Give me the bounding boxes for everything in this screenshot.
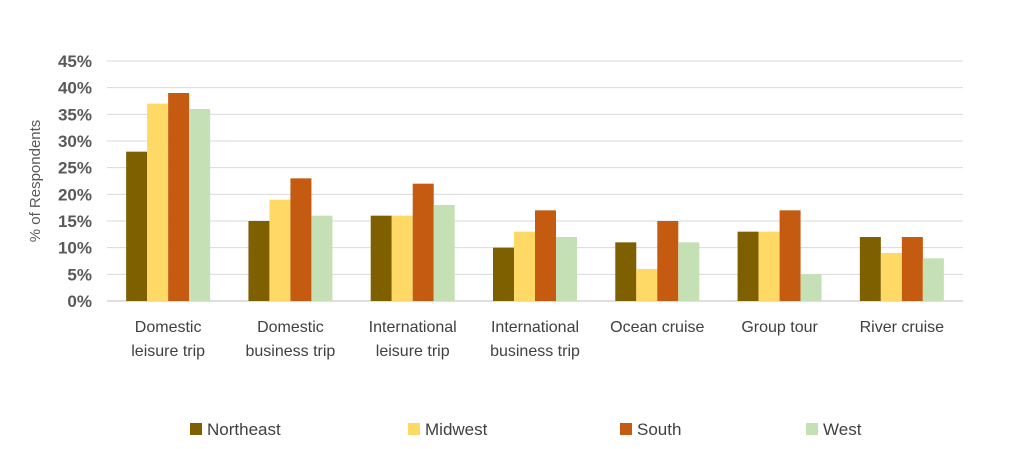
- bar-west: [922, 258, 944, 301]
- bar-south: [901, 237, 923, 301]
- legend-label: South: [637, 420, 681, 439]
- y-tick-label: 25%: [58, 159, 92, 178]
- bar-south: [535, 210, 556, 301]
- bar-midwest: [880, 253, 902, 301]
- x-category-label: International: [491, 319, 579, 336]
- bar-northeast: [615, 242, 637, 301]
- bar-west: [556, 237, 577, 301]
- bar-west: [311, 215, 333, 301]
- bar-west: [189, 109, 211, 301]
- bar-midwest: [758, 231, 780, 301]
- bar-west: [678, 242, 700, 301]
- bar-northeast: [248, 221, 270, 301]
- legend: Northeast Midwest South West: [190, 420, 862, 439]
- legend-item-northeast: Northeast: [190, 420, 281, 439]
- bar-south: [168, 93, 190, 301]
- bar-south: [290, 178, 312, 301]
- x-category-label: leisure trip: [376, 343, 450, 360]
- x-category-label: Domestic: [135, 319, 202, 336]
- bar-northeast: [859, 237, 881, 301]
- legend-swatch: [806, 423, 818, 435]
- x-category-label: River cruise: [860, 319, 945, 336]
- bar-south: [779, 210, 801, 301]
- bar-midwest: [391, 215, 413, 301]
- y-axis-label: % of Respondents: [27, 120, 44, 243]
- y-tick-label: 20%: [58, 185, 92, 204]
- y-tick-label: 10%: [58, 239, 92, 258]
- legend-label: West: [823, 420, 862, 439]
- bar-northeast: [126, 151, 148, 301]
- bar-south: [412, 183, 434, 301]
- legend-label: Midwest: [425, 420, 488, 439]
- x-axis-categories: Domestic leisure trip Domestic business tri…: [131, 319, 944, 360]
- x-category-label: Ocean cruise: [610, 319, 704, 336]
- legend-swatch: [190, 423, 202, 435]
- y-tick-label: 15%: [58, 212, 92, 231]
- x-category-label: International: [369, 319, 457, 336]
- y-tick-label: 30%: [58, 132, 92, 151]
- bar-west: [800, 274, 822, 301]
- bar-northeast: [737, 231, 759, 301]
- x-category-label: leisure trip: [131, 343, 205, 360]
- y-tick-label: 35%: [58, 105, 92, 124]
- bars: [126, 93, 944, 302]
- legend-item-west: West: [806, 420, 862, 439]
- y-tick-label: 5%: [67, 265, 92, 284]
- legend-item-south: South: [620, 420, 681, 439]
- x-category-label: business trip: [490, 343, 580, 360]
- x-category-label: Group tour: [741, 319, 818, 336]
- legend-label: Northeast: [207, 420, 281, 439]
- bar-midwest: [269, 199, 291, 301]
- legend-swatch: [408, 423, 420, 435]
- x-category-label: Domestic: [257, 319, 324, 336]
- bar-west: [433, 205, 455, 301]
- bar-northeast: [370, 215, 392, 301]
- bar-northeast: [493, 247, 514, 301]
- legend-item-midwest: Midwest: [408, 420, 488, 439]
- bar-midwest: [514, 231, 535, 301]
- x-category-label: business trip: [246, 343, 336, 360]
- y-tick-label: 40%: [58, 79, 92, 98]
- legend-swatch: [620, 423, 632, 435]
- y-tick-label: 0%: [67, 292, 92, 311]
- bar-south: [657, 221, 679, 301]
- y-axis-ticks: 0% 5% 10% 15% 20% 25% 30% 35% 40% 45%: [58, 52, 92, 311]
- y-tick-label: 45%: [58, 52, 92, 71]
- bar-midwest: [636, 269, 658, 301]
- bar-midwest: [147, 103, 169, 302]
